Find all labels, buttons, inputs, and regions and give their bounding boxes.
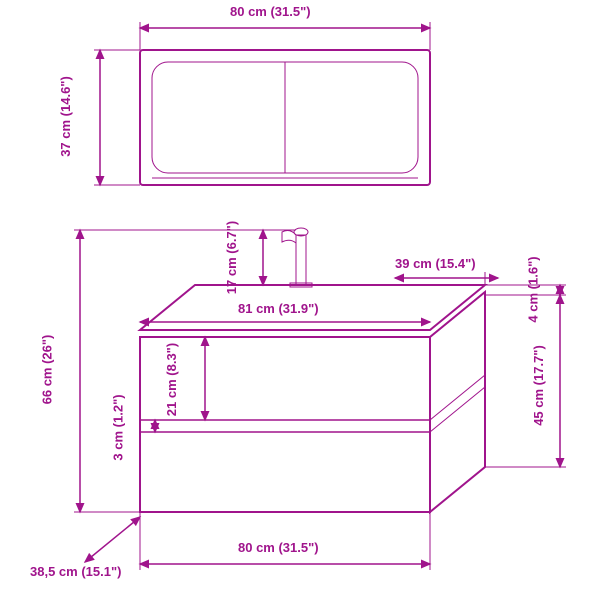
dim-depth-line — [85, 517, 140, 562]
dim-basin-height: 4 cm (1.6") — [526, 256, 541, 322]
dim-faucet-height: 17 cm (6.7") — [224, 221, 239, 294]
dim-basin-width: 81 cm (31.9") — [238, 301, 319, 316]
dim-overall-height: 66 cm (26") — [39, 335, 54, 405]
diagram-svg — [0, 0, 600, 600]
dim-gap: 3 cm (1.2") — [111, 394, 126, 460]
dim-mirror-height: 37 cm (14.6") — [58, 76, 73, 157]
faucet-icon — [282, 228, 312, 287]
mirror-outline — [140, 50, 430, 185]
dim-depth: 38,5 cm (15.1") — [30, 564, 121, 579]
dim-drawer-height: 21 cm (8.3") — [164, 343, 179, 416]
furniture-dimension-diagram: 80 cm (31.5") 37 cm (14.6") 66 cm (26") … — [0, 0, 600, 600]
dim-width: 80 cm (31.5") — [238, 540, 319, 555]
dim-cabinet-height: 45 cm (17.7") — [531, 345, 546, 426]
dim-basin-depth: 39 cm (15.4") — [395, 256, 476, 271]
dim-mirror-width: 80 cm (31.5") — [230, 4, 311, 19]
